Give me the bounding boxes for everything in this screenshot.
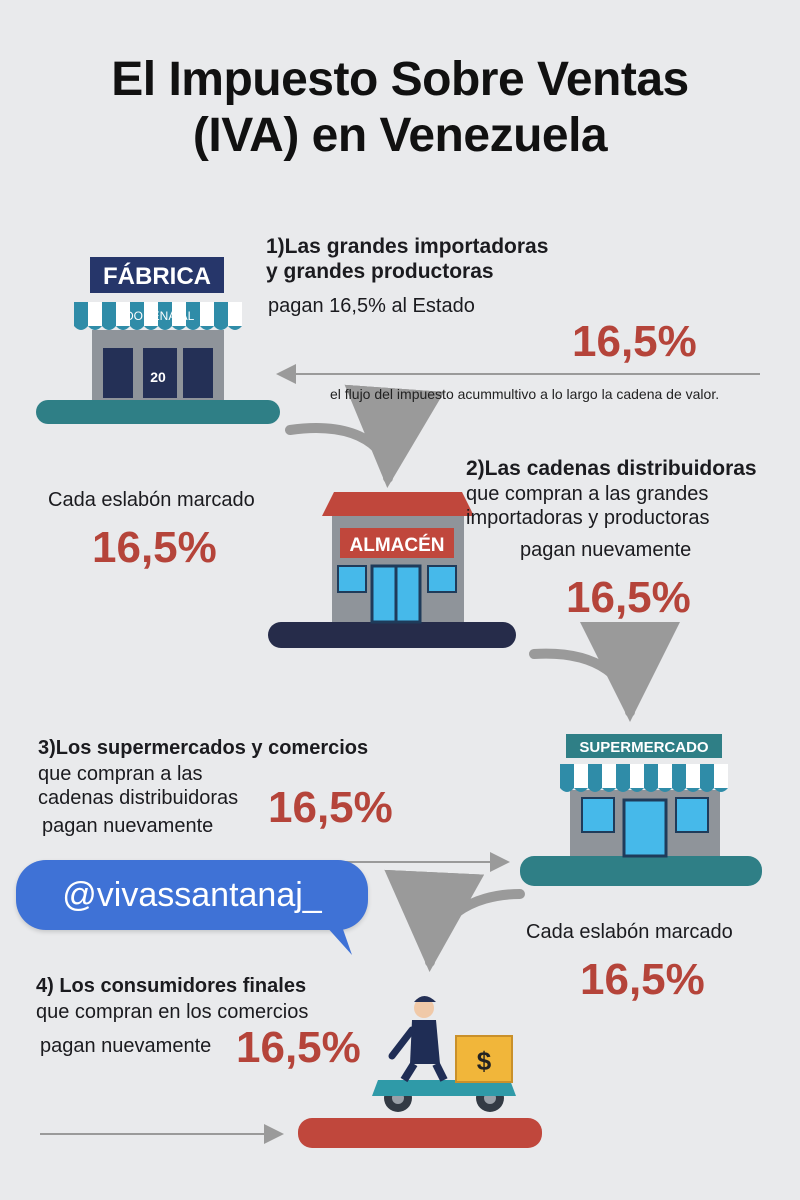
step3-desc-line2: cadenas distribuidoras <box>38 787 239 809</box>
supermarket-building-icon: SUPERMERCADO <box>520 734 762 886</box>
page-title-line2: (IVA) en Venezuela <box>192 109 608 162</box>
step1-desc: pagan 16,5% al Estado <box>268 295 475 317</box>
side-right-rate: 16,5% <box>580 955 705 1004</box>
factory-awning-text: ÍDORENAIAL <box>122 308 195 323</box>
step4-title: 4) Los consumidores finales <box>36 975 307 997</box>
step2-rate: 16,5% <box>566 573 691 622</box>
step4-rate: 16,5% <box>236 1023 361 1072</box>
step3-rate: 16,5% <box>268 783 393 832</box>
step2-desc-line2: importadoras y productoras <box>466 507 710 529</box>
warehouse-sign: ALMACÉN <box>350 534 445 556</box>
factory-door-number: 20 <box>150 369 166 385</box>
flow-arrow-1 <box>285 384 445 488</box>
step2-desc-line3: pagan nuevamente <box>520 539 692 561</box>
bubble-tail-icon <box>316 915 352 955</box>
flow-arrow-2 <box>529 621 680 722</box>
flow-arrow-3 <box>384 869 525 972</box>
step1-title: 1)Las grandes importadoras y grandes pro… <box>266 234 548 284</box>
flow-note: el flujo del impuesto acummultivo a lo l… <box>330 386 720 402</box>
step3-desc-line1: que compran a las <box>38 763 203 785</box>
side-right-label: Cada eslabón marcado <box>526 921 733 943</box>
delivery-box-symbol: $ <box>477 1046 492 1076</box>
page-title: El Impuesto Sobre Ventas (IVA) en Venezu… <box>20 52 780 164</box>
social-handle-bubble: @vivassantanaj_ <box>16 860 368 930</box>
factory-sign: FÁBRICA <box>103 262 211 290</box>
delivery-scooter-icon: $ <box>298 996 542 1148</box>
factory-building-icon: 20 ÍDORENAIAL FÁBRICA <box>36 257 280 424</box>
warehouse-building-icon: ALMACÉN <box>268 492 516 648</box>
step3-desc-line3: pagan nuevamente <box>42 815 214 837</box>
step3-desc: que compran a las cadenas distribuidoras <box>38 762 238 810</box>
step3-title: 3)Los supermercados y comercios <box>38 737 369 759</box>
step2-title: 2)Las cadenas distribuidoras <box>466 457 757 480</box>
side-left-label: Cada eslabón marcado <box>48 489 255 511</box>
page-title-line1: El Impuesto Sobre Ventas <box>111 53 689 106</box>
step4-desc-line2: pagan nuevamente <box>40 1035 212 1057</box>
supermarket-sign: SUPERMERCADO <box>579 739 709 756</box>
step1-title-line2: y grandes productoras <box>266 260 494 283</box>
side-left-rate: 16,5% <box>92 523 217 572</box>
step2-desc-line1: que compran a las grandes <box>466 483 709 505</box>
step1-title-line1: 1)Las grandes importadoras <box>266 235 549 258</box>
step2-desc: que compran a las grandes importadoras y… <box>466 482 709 530</box>
step1-rate: 16,5% <box>572 317 697 366</box>
step4-desc-line1: que compran en los comercios <box>36 1001 309 1023</box>
